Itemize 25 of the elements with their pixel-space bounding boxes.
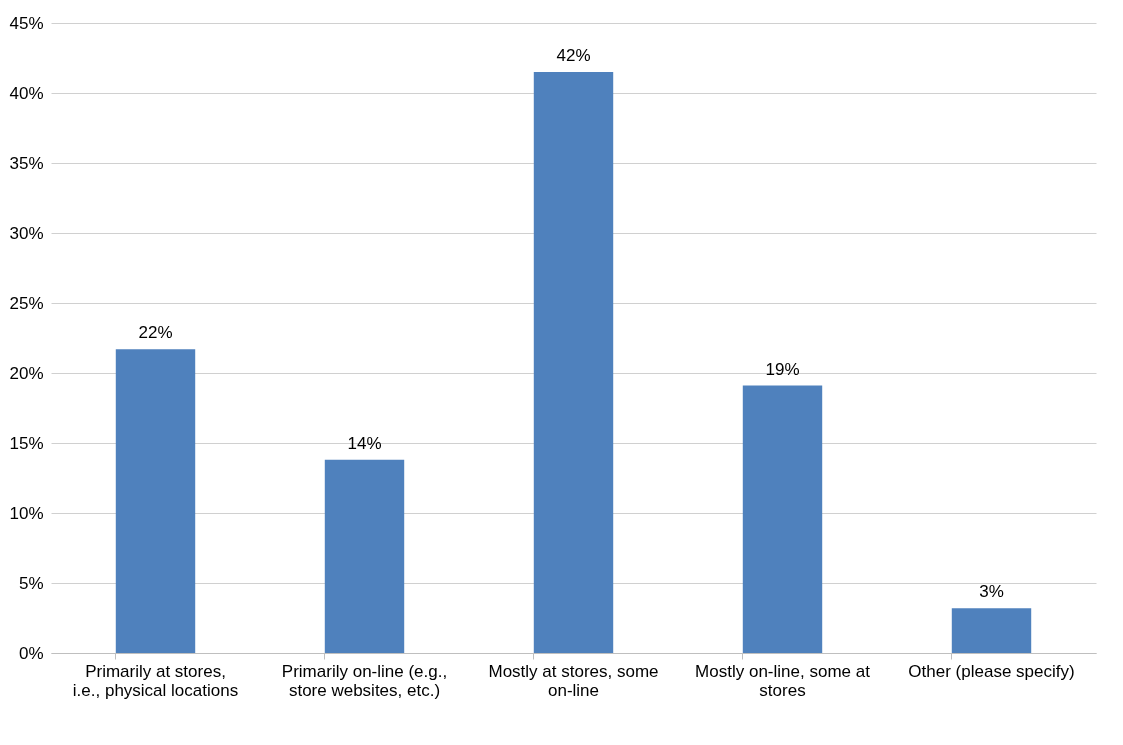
x-tick-label: Mostly at stores, some on-line <box>488 661 659 700</box>
data-label: 42% <box>556 46 591 65</box>
bar <box>951 608 1032 653</box>
y-tick-label: 35% <box>9 153 44 173</box>
bar <box>324 459 405 653</box>
y-tick-label: 25% <box>9 293 44 313</box>
y-tick-label: 40% <box>9 83 44 103</box>
data-label: 14% <box>347 433 382 453</box>
x-tick-label: Primarily at stores, i.e., physical locations <box>72 661 239 700</box>
data-label: 3% <box>979 582 1004 602</box>
y-tick-label: 0% <box>18 643 44 663</box>
data-label: 19% <box>765 359 800 379</box>
y-tick-label: 30% <box>9 223 44 243</box>
y-tick-label: 5% <box>18 573 44 593</box>
bar <box>742 385 823 653</box>
y-tick-label: 20% <box>9 363 44 383</box>
x-tick-label: Mostly on-line, some at stores <box>695 661 871 700</box>
x-tick-label: Primarily on-line (e.g., store websites, etc.) <box>281 661 448 700</box>
bar <box>115 349 196 653</box>
y-tick-label: 15% <box>9 433 44 453</box>
bar <box>533 72 614 653</box>
y-tick-label: 45% <box>9 13 44 33</box>
x-tick-label: Other (please specify) <box>908 661 1075 681</box>
y-tick-label: 10% <box>9 503 44 523</box>
data-label: 22% <box>138 323 173 343</box>
